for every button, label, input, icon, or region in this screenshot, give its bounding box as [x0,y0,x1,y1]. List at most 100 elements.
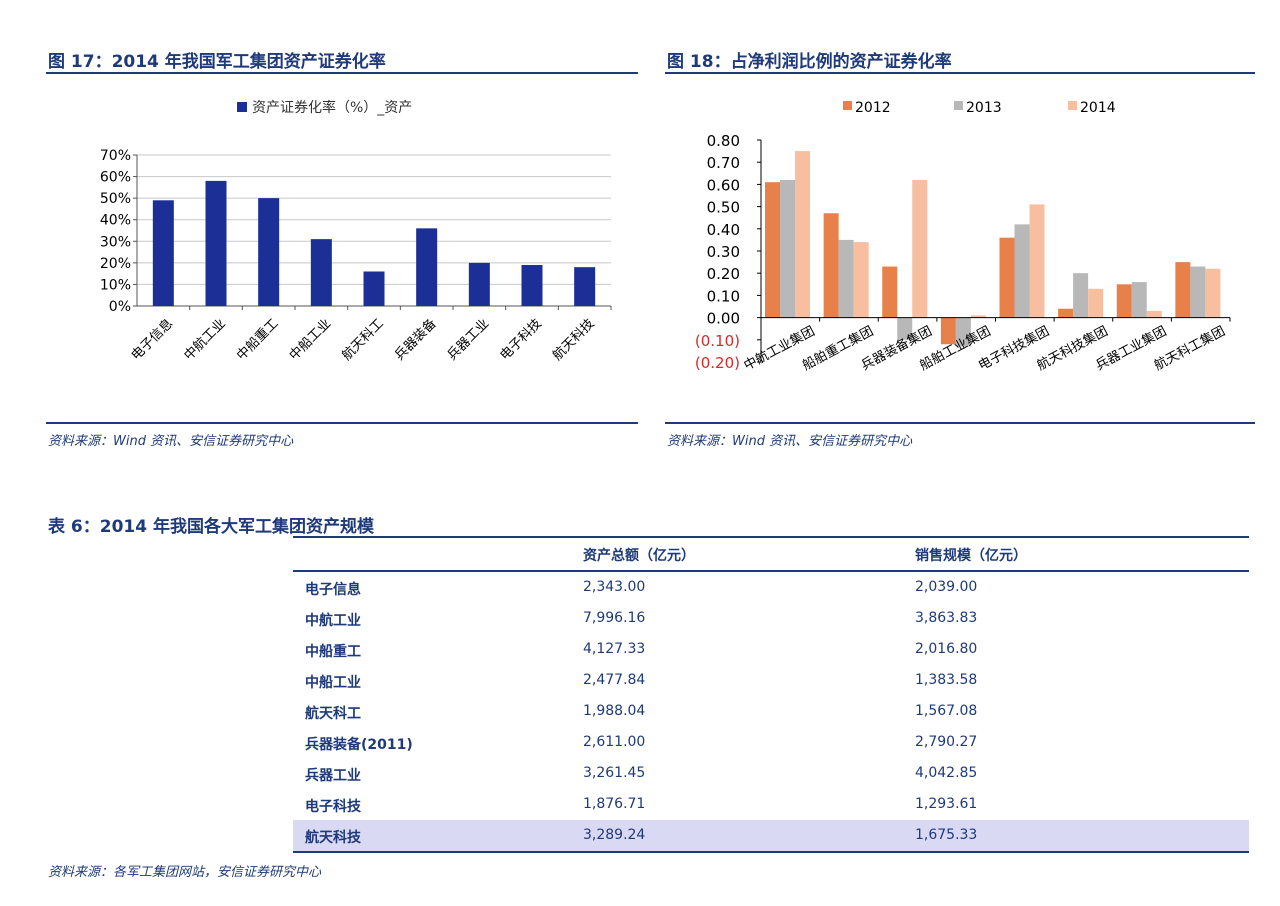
bar [882,266,898,318]
table6-top-rule [293,536,1249,538]
y-tick-label: 0.70 [707,154,740,172]
y-tick-label: 0.50 [707,199,740,217]
row-label: 中船重工 [305,644,361,660]
y-tick-label: 0.60 [707,176,740,194]
table6: 资产总额（亿元） 销售规模（亿元） 电子信息 2,343.00 2,039.00 中航… [293,536,1249,853]
x-tick-label: 中航工业 [181,316,229,364]
bar [363,271,385,306]
bar [152,200,174,306]
x-tick-label: 航天科工 [339,316,387,364]
y-tick-label: 0.80 [707,132,740,150]
row-label: 航天科工 [305,706,361,722]
bar [823,213,839,318]
fig18-bottom-rule [665,422,1255,424]
row-label: 兵器装备(2011) [305,737,413,753]
x-tick-label: 中船工业 [287,316,334,363]
bar [999,237,1015,318]
bar [310,239,332,306]
cell-value: 3,261.45 [583,765,646,781]
cell-value: 7,996.16 [583,610,646,626]
bar [940,317,956,345]
y-tick-label: 0.00 [707,310,740,328]
cell-value: 2,611.00 [583,734,646,750]
x-tick-label: 中船重工 [233,316,281,364]
row-label: 电子信息 [305,582,361,598]
legend-swatch [237,102,247,112]
legend-label: 资产证券化率（%）_资产 [252,99,412,116]
bar [897,317,913,340]
bar [1146,310,1162,318]
cell-value: 3,289.24 [583,827,646,843]
fig17-bottom-rule [46,422,638,424]
x-tick-label: 航天科技 [549,316,597,364]
cell-value: 2,477.84 [583,672,646,688]
table6-title: 表 6：2014 年我国各大军工集团资产规模 [48,517,374,537]
fig18-title: 图 18：占净利润比例的资产证券化率 [667,52,952,72]
legend-label: 2013 [966,100,1002,116]
bar [970,315,986,318]
cell-value: 2,790.27 [915,734,978,750]
cell-value: 4,042.85 [915,765,978,781]
bar [205,180,227,306]
cell-value: 4,127.33 [583,641,646,657]
row-label: 中航工业 [305,613,361,629]
cell-value: 2,343.00 [583,579,646,595]
fig18-source: 资料来源：Wind 资讯、安信证券研究中心 [667,434,913,449]
table-row: 兵器工业 3,261.45 4,042.85 [293,758,1249,789]
x-tick-label: 电子科技 [497,316,544,363]
y-tick-label: 0.30 [707,243,740,261]
legend-label: 2012 [855,100,891,116]
bar [955,317,971,347]
y-tick-label: 0% [109,299,131,315]
table6-source: 资料来源：各军工集团网站，安信证券研究中心 [48,865,322,880]
y-tick-label: 60% [100,170,131,186]
bar [795,151,810,318]
row-label: 航天科技 [305,830,361,846]
cell-value: 1,383.58 [915,672,978,688]
table6-bottom-rule [293,851,1249,853]
cell-value: 1,293.61 [915,796,978,812]
fig18-chart: 2012 2013 2014 (0.20) (0.10) 0.00 0.10 0.20 0.30… [695,100,1231,374]
fig17-title: 图 17：2014 年我国军工集团资产证券化率 [48,52,386,72]
y-tick-label: 30% [100,234,131,250]
y-tick-label: (0.10) [695,332,740,350]
table6-header-col2: 销售规模（亿元） [915,548,1027,564]
bar [780,179,795,318]
y-tick-label: 50% [100,191,131,207]
y-tick-label: 0.10 [707,287,740,305]
legend-label: 2014 [1080,100,1116,116]
x-tick-label: 兵器工业 [445,316,492,363]
fig18-title-rule [665,72,1255,74]
bar [1029,204,1045,318]
table-row: 电子信息 2,343.00 2,039.00 [293,572,1249,603]
bar [416,228,438,306]
legend-swatch [843,101,852,110]
cell-value: 2,016.80 [915,641,978,657]
table-row: 中船重工 4,127.33 2,016.80 [293,634,1249,665]
cell-value: 1,567.08 [915,703,978,719]
row-label: 兵器工业 [305,768,361,784]
table-row: 航天科工 1,988.04 1,567.08 [293,696,1249,727]
fig17-chart: 资产证券化率（%）_资产0%10%20%30%40%50%60%70%电子信息中… [100,99,612,364]
fig17-source: 资料来源：Wind 资讯、安信证券研究中心 [48,434,294,449]
table-row: 兵器装备(2011) 2,611.00 2,790.27 [293,727,1249,758]
bar [1116,284,1132,318]
table-row: 航天科技 3,289.24 1,675.33 [293,820,1249,851]
fig17-title-rule [46,72,638,74]
cell-value: 1,876.71 [583,796,646,812]
table-row: 中航工业 7,996.16 3,863.83 [293,603,1249,634]
bar [1205,268,1221,318]
y-tick-label: 40% [100,213,131,229]
bar [1175,262,1191,318]
cell-value: 2,039.00 [915,579,978,595]
table6-header-col1: 资产总额（亿元） [583,548,695,564]
bar [838,239,854,318]
bar [912,179,928,318]
y-tick-label: 10% [100,277,131,293]
bar [521,265,543,306]
cell-value: 1,675.33 [915,827,978,843]
legend-swatch [1068,101,1077,110]
bar [574,267,596,306]
table6-body: 电子信息 2,343.00 2,039.00 中航工业 7,996.16 3,863.83… [293,572,1249,851]
table6-header: 资产总额（亿元） 销售规模（亿元） [293,538,1249,572]
